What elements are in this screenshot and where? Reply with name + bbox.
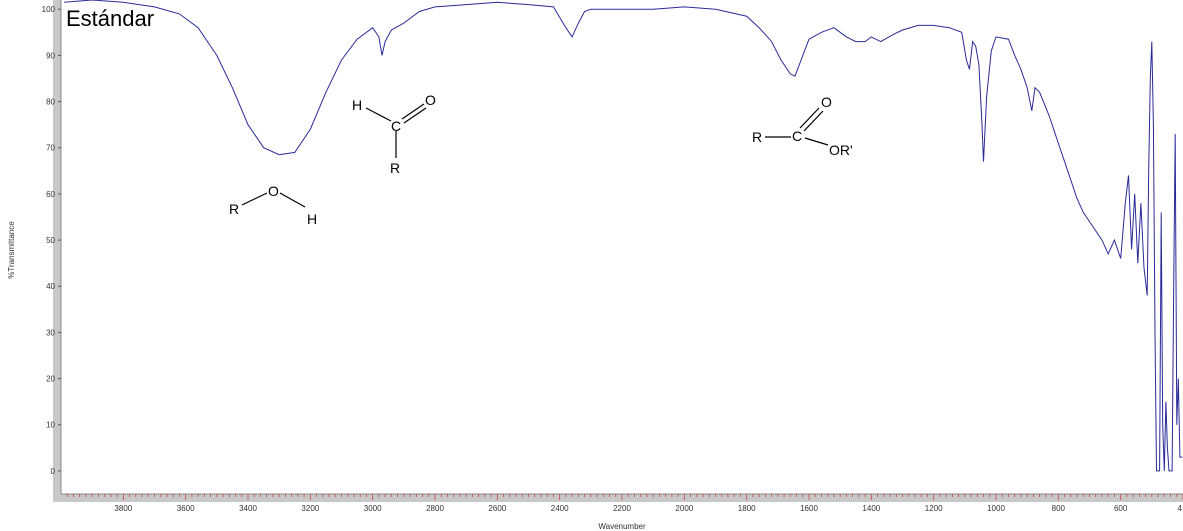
ester-o-label: O <box>821 94 832 110</box>
y-axis-title: %Transmittance <box>7 221 16 279</box>
x-tick-label: 1200 <box>925 504 943 513</box>
aldehyde-h-label: H <box>352 97 362 113</box>
y-tick-label: 80 <box>46 98 55 107</box>
x-tick-label: 1600 <box>800 504 818 513</box>
x-ticks: 3800 3600 3400 3200 3000 2800 2600 2400 2200 2000… <box>66 494 1183 513</box>
x-tick-label: 3400 <box>239 504 257 513</box>
y-tick-label: 40 <box>46 282 55 291</box>
y-tick-label: 10 <box>46 421 55 430</box>
x-tick-label: 2400 <box>551 504 569 513</box>
y-tick-label: 50 <box>46 236 55 245</box>
y-tick-label: 70 <box>46 144 55 153</box>
ester-or-label: OR' <box>829 142 853 158</box>
y-tick-label: 20 <box>46 375 55 384</box>
alcohol-r-label: R <box>229 201 239 217</box>
aldehyde-o-label: O <box>425 92 436 108</box>
x-tick-label: 600 <box>1114 504 1128 513</box>
alcohol-h-label: H <box>307 211 317 227</box>
plot-frame-bottom <box>53 494 1183 502</box>
chart-title: Estándar <box>66 6 154 31</box>
x-tick-label: 1000 <box>987 504 1005 513</box>
spectrum-series-line <box>64 0 1183 472</box>
aldehyde-c-label: C <box>391 118 401 134</box>
x-tick-label: 2800 <box>426 504 444 513</box>
x-tick-label: 1800 <box>738 504 756 513</box>
y-tick-label: 0 <box>51 467 56 476</box>
ester-c-label: C <box>792 128 802 144</box>
x-tick-label: 3000 <box>364 504 382 513</box>
aldehyde-structure: H C O R <box>352 92 436 176</box>
x-tick-label: 800 <box>1052 504 1066 513</box>
alcohol-structure: R O H <box>229 183 317 227</box>
x-tick-label: 1400 <box>862 504 880 513</box>
x-tick-label: 4 <box>1178 504 1183 513</box>
alcohol-o-label: O <box>268 183 279 199</box>
x-tick-label: 3600 <box>177 504 195 513</box>
ester-r-label: R <box>752 129 762 145</box>
x-tick-label: 3200 <box>301 504 319 513</box>
plot-frame-left <box>53 0 61 502</box>
x-tick-label: 3800 <box>114 504 132 513</box>
x-tick-label: 2600 <box>488 504 506 513</box>
y-tick-label: 90 <box>46 51 55 60</box>
x-tick-label: 2000 <box>675 504 693 513</box>
y-tick-label: 100 <box>42 5 56 14</box>
x-tick-label: 2200 <box>613 504 631 513</box>
y-tick-label: 30 <box>46 328 55 337</box>
x-axis-title: Wavenumber <box>598 522 646 531</box>
ester-structure: R C O OR' <box>752 94 853 158</box>
aldehyde-r-label: R <box>390 160 400 176</box>
y-tick-label: 60 <box>46 190 55 199</box>
